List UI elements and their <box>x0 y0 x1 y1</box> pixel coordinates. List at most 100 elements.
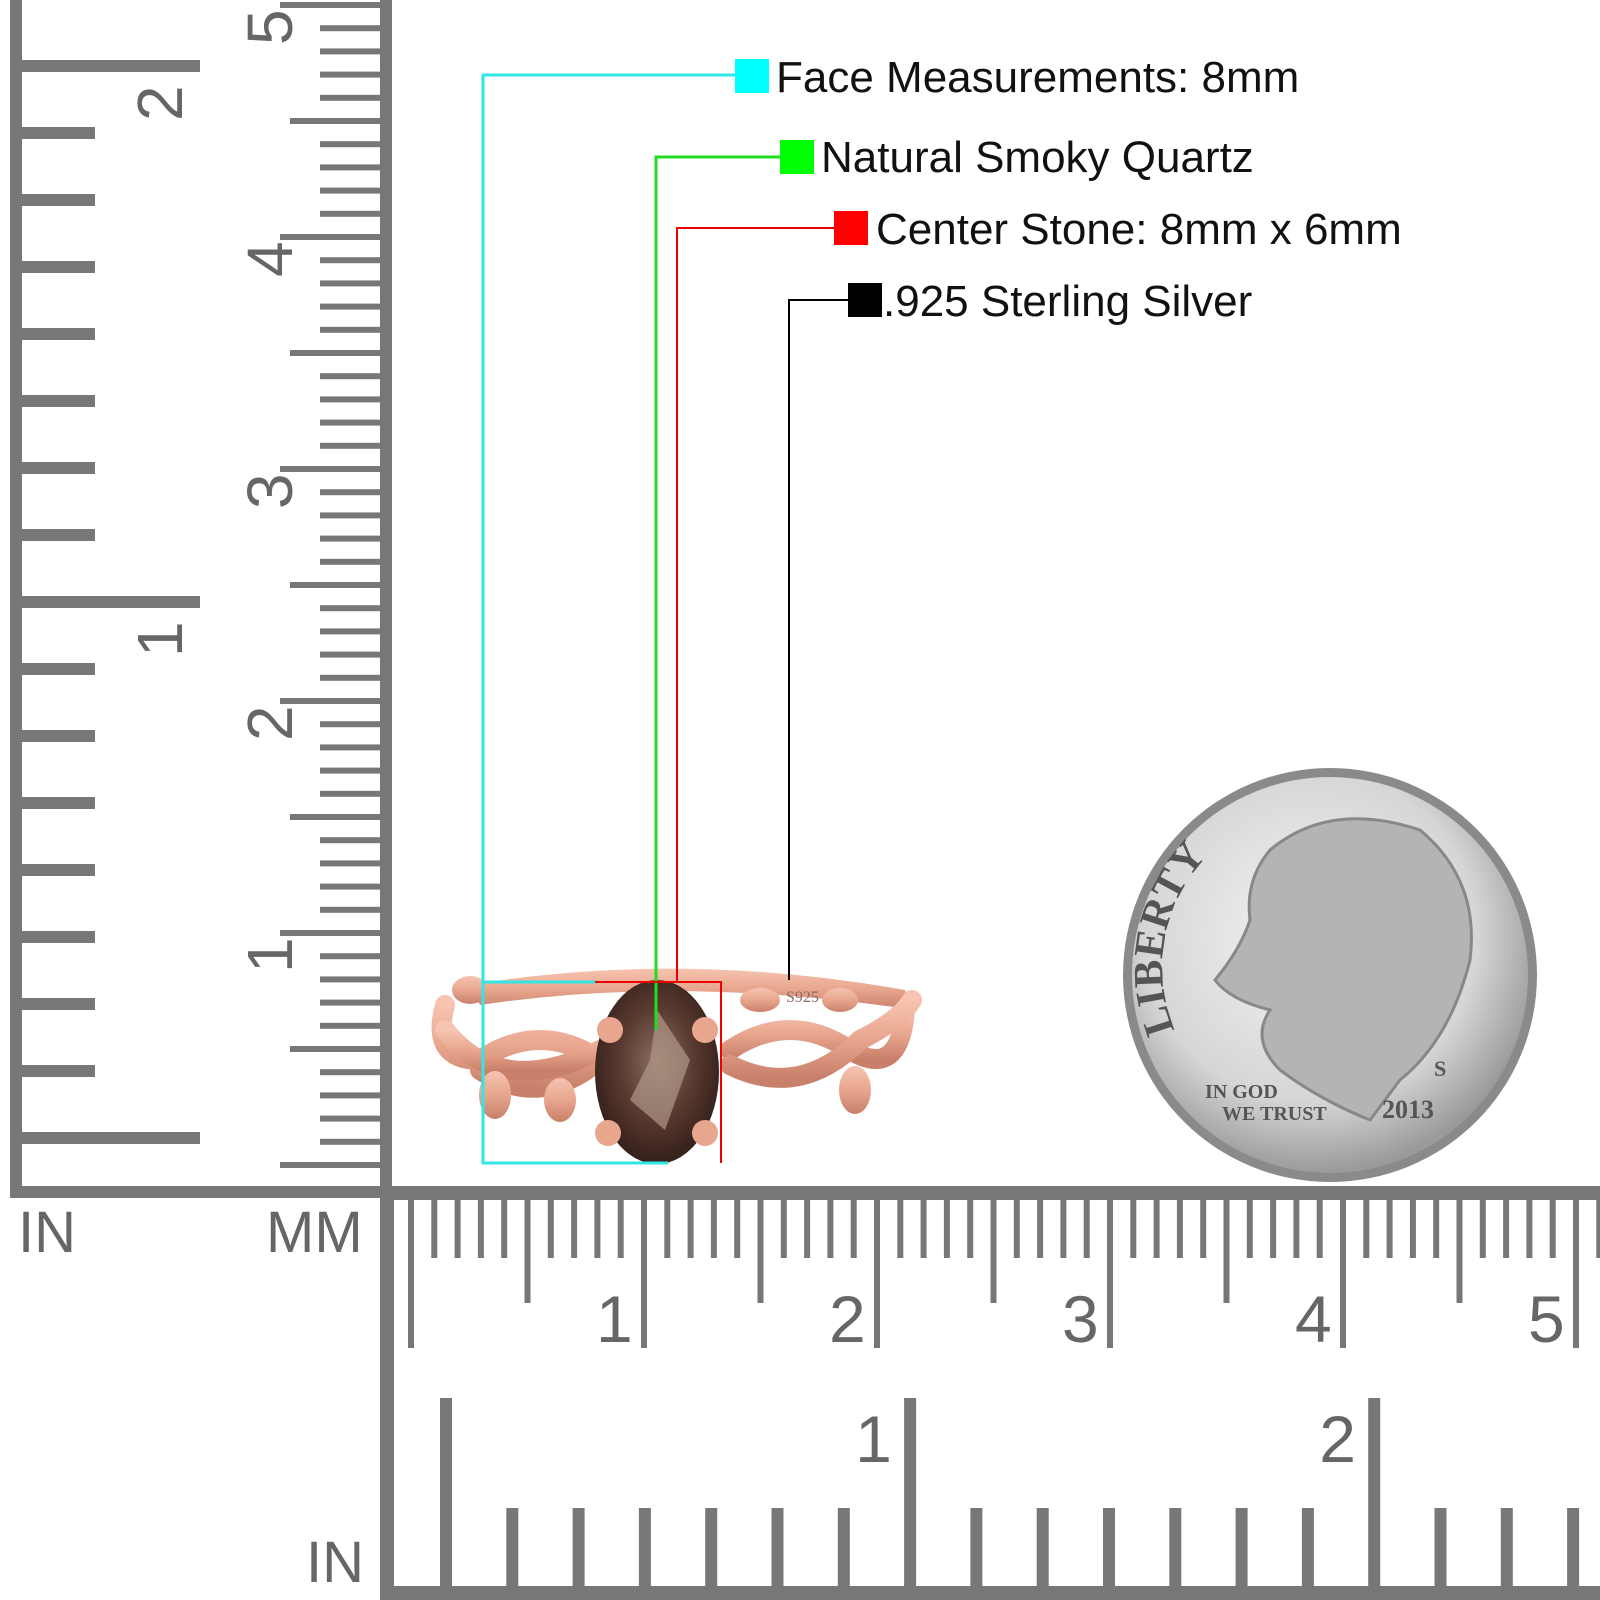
hruler-inch-tick <box>705 1508 718 1588</box>
vruler-mm-tick <box>320 883 380 890</box>
hruler-inch-tick <box>1434 1508 1447 1588</box>
vruler-mm-tick <box>320 535 380 542</box>
vruler-mm-tick <box>320 999 380 1006</box>
vruler-bottom-edge <box>10 1186 392 1198</box>
coin-motto-2: WE TRUST <box>1222 1103 1327 1125</box>
hruler-mm-tick <box>1409 1198 1416 1258</box>
vruler-inch-tick <box>20 596 200 608</box>
hruler-mm-tick <box>1363 1198 1370 1258</box>
vruler-mm-tick <box>280 234 380 240</box>
vruler-mm-tick <box>290 1046 380 1052</box>
ring-band <box>470 968 915 1010</box>
hruler-mm-tick <box>641 1198 647 1348</box>
hruler-mm-tick <box>1153 1198 1160 1258</box>
hruler-inch-tick <box>904 1398 917 1588</box>
legend-swatch-center-stone <box>834 211 868 245</box>
vruler-inch-tick <box>20 261 95 273</box>
hruler-mm-tick <box>1293 1198 1300 1258</box>
hruler-inch-tick <box>440 1398 452 1588</box>
hruler-inch-tick <box>572 1508 585 1588</box>
vruler-mm-tick <box>320 790 380 797</box>
hruler-inch-tick <box>1500 1508 1513 1588</box>
hruler-inch-tick <box>1368 1398 1381 1588</box>
legend-stone-type: Natural Smoky Quartz <box>821 133 1254 182</box>
vruler-inch-tick <box>20 1065 95 1077</box>
hruler-mm-tick <box>943 1198 950 1258</box>
vruler-cm-label: 5 <box>234 9 306 45</box>
hruler-mm-tick <box>1060 1198 1067 1258</box>
hruler-mm-tick <box>431 1198 438 1258</box>
legend-face-measurements: Face Measurements: 8mm <box>776 53 1299 102</box>
vruler-mm-tick <box>290 582 380 588</box>
hruler-mm-tick <box>454 1198 461 1258</box>
face-measurement-line <box>481 73 738 1165</box>
vertical-ruler-inch-unit: IN <box>18 1200 76 1265</box>
vruler-mm-tick <box>320 767 380 774</box>
hruler-mm-tick <box>571 1198 578 1258</box>
vruler-inch-tick <box>20 395 95 407</box>
vruler-mm-tick <box>280 1162 380 1168</box>
hruler-mm-tick <box>408 1198 414 1348</box>
hruler-inch-tick <box>1301 1508 1314 1588</box>
vruler-mm-tick <box>320 257 380 264</box>
hruler-inch-tick <box>1103 1508 1115 1588</box>
legend-center-stone: Center Stone: 8mm x 6mm <box>876 205 1402 254</box>
vruler-mm-tick <box>280 930 380 936</box>
vruler-inch-tick <box>20 797 95 809</box>
stone-facet <box>630 1010 690 1130</box>
hruler-cm-label: 4 <box>1295 1282 1332 1356</box>
vertical-ruler-mm-unit: MM <box>266 1200 363 1265</box>
hruler-inch-tick <box>837 1508 850 1588</box>
vruler-mm-tick <box>320 1115 380 1122</box>
hruler-mm-tick <box>594 1198 601 1258</box>
vruler-mm-tick <box>320 187 380 194</box>
hruler-mm-tick <box>1176 1198 1183 1258</box>
ring-leaves <box>452 976 871 1122</box>
vruler-cm-label: 1 <box>234 937 306 973</box>
vruler-mm-tick <box>320 326 380 333</box>
vruler-mm-tick <box>320 558 380 565</box>
vruler-mm-tick <box>320 512 380 519</box>
hruler-mm-tick <box>967 1198 974 1258</box>
vruler-mm-tick <box>320 489 380 496</box>
hruler-mm-tick <box>804 1198 811 1258</box>
hruler-mm-tick <box>664 1198 671 1258</box>
hruler-mm-tick <box>874 1198 880 1348</box>
hruler-mm-tick <box>1596 1198 1600 1258</box>
vruler-mm-tick <box>320 94 380 101</box>
vruler-mm-tick <box>320 651 380 658</box>
vruler-mm-tick <box>320 744 380 751</box>
vruler-inch-tick <box>20 127 95 139</box>
legend-swatch-face <box>735 59 769 93</box>
hruler-mm-tick <box>1549 1198 1556 1258</box>
vruler-inch-tick <box>20 1132 200 1144</box>
vruler-inch-tick <box>20 663 95 675</box>
vruler-inch-tick <box>20 328 95 340</box>
vruler-cm-label: 3 <box>234 473 306 509</box>
hruler-mm-tick <box>1433 1198 1440 1258</box>
hruler-mm-tick <box>1503 1198 1510 1258</box>
hruler-mm-tick <box>617 1198 624 1258</box>
measurement-leaders <box>481 73 850 1165</box>
vruler-cm-label: 4 <box>234 241 306 277</box>
vruler-inch-tick <box>20 864 95 876</box>
hruler-mm-tick <box>1316 1198 1323 1258</box>
hruler-inch-tick <box>1235 1508 1248 1588</box>
vruler-mm-tick <box>320 442 380 449</box>
vruler-mm-tick <box>320 628 380 635</box>
vruler-inch-tick <box>20 194 95 206</box>
horizontal-ruler: 1 2 3 4 5 1 2 <box>380 1186 1600 1600</box>
hruler-mm-tick <box>710 1198 717 1258</box>
vruler-mm-tick <box>320 71 380 78</box>
horizontal-ruler-inch-unit: IN <box>306 1530 364 1595</box>
vruler-mm-tick <box>320 210 380 217</box>
hruler-mm-tick <box>780 1198 787 1258</box>
hruler-mm-tick <box>1130 1198 1137 1258</box>
vruler-mm-tick <box>290 814 380 820</box>
hruler-mm-tick <box>1526 1198 1533 1258</box>
hruler-inch-label: 1 <box>855 1402 892 1476</box>
hruler-mm-tick <box>1200 1198 1207 1258</box>
legend-swatch-stone-type <box>780 140 814 174</box>
